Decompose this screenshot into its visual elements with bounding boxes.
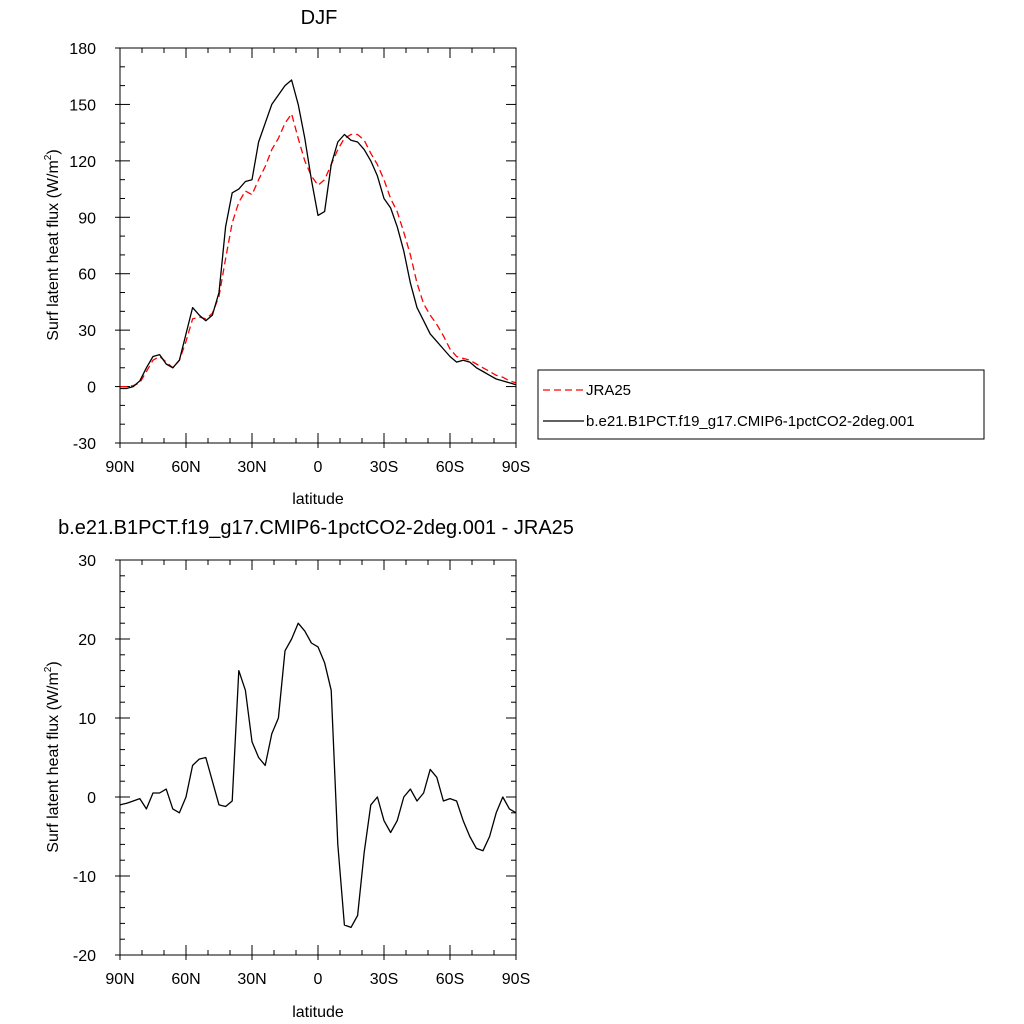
bottom-chart-y-tick-label: -10 xyxy=(73,869,96,886)
top-chart-y-tick-label: 180 xyxy=(69,41,96,58)
top-chart-y-tick-label: 150 xyxy=(69,97,96,114)
bottom-chart-x-tick-label: 30S xyxy=(370,971,398,988)
top-chart-ticks: 90N 60N 30N 0 30S 60S 90S -30 0 30 60 90 120 150 180 xyxy=(69,41,530,476)
bottom-chart-plot-area xyxy=(119,622,517,929)
top-chart-x-tick-label: 90S xyxy=(502,459,530,476)
top-chart-y-tick-label: 60 xyxy=(78,267,96,284)
top-chart-y-tick-label: 0 xyxy=(87,380,96,397)
top-chart-y-tick-label: -30 xyxy=(73,436,96,453)
bottom-chart-x-tick-label: 60N xyxy=(171,971,200,988)
bottom-chart-ticks: 90N 60N 30N 0 30S 60S 90S -20 -10 0 10 20 30 xyxy=(73,553,530,988)
top-chart-x-tick-label: 30S xyxy=(370,459,398,476)
bottom-chart-x-axis-label: latitude xyxy=(292,1004,344,1021)
top-chart-x-tick-label: 0 xyxy=(314,459,323,476)
bottom-chart-x-tick-label: 30N xyxy=(237,971,266,988)
bottom-chart-x-tick-label: 90N xyxy=(105,971,134,988)
top-chart-y-axis-label: Surf latent heat flux (W/m2) xyxy=(43,149,62,340)
top-chart-y-tick-label: 30 xyxy=(78,323,96,340)
bottom-chart-x-tick-label: 60S xyxy=(436,971,464,988)
top-chart-x-tick-label: 60N xyxy=(171,459,200,476)
top-chart-title: DJF xyxy=(301,7,338,29)
top-chart-series-model-line xyxy=(120,79,517,390)
top-chart-x-tick-label: 60S xyxy=(436,459,464,476)
bottom-chart: b.e21.B1PCT.f19_g17.CMIP6-1pctCO2-2deg.0… xyxy=(43,517,574,1021)
top-chart-x-axis-label: latitude xyxy=(292,491,344,508)
top-chart-series-jra25-line xyxy=(120,113,517,388)
bottom-chart-y-tick-label: -20 xyxy=(73,948,96,965)
bottom-chart-y-tick-label: 20 xyxy=(78,632,96,649)
legend-label-jra25: JRA25 xyxy=(586,382,631,399)
legend: JRA25 b.e21.B1PCT.f19_g17.CMIP6-1pctCO2-… xyxy=(537,369,985,440)
top-chart-y-tick-label: 120 xyxy=(69,154,96,171)
bottom-chart-frame xyxy=(119,559,517,956)
bottom-chart-x-tick-label: 0 xyxy=(314,971,323,988)
top-chart-x-tick-label: 90N xyxy=(105,459,134,476)
bottom-chart-x-tick-label: 90S xyxy=(502,971,530,988)
bottom-chart-y-tick-label: 30 xyxy=(78,553,96,570)
bottom-chart-y-tick-label: 0 xyxy=(87,790,96,807)
top-chart-y-tick-label: 90 xyxy=(78,210,96,227)
bottom-chart-y-tick-label: 10 xyxy=(78,711,96,728)
legend-label-model: b.e21.B1PCT.f19_g17.CMIP6-1pctCO2-2deg.0… xyxy=(586,413,915,430)
bottom-chart-title: b.e21.B1PCT.f19_g17.CMIP6-1pctCO2-2deg.0… xyxy=(58,517,574,539)
top-chart-x-tick-label: 30N xyxy=(237,459,266,476)
top-chart: DJF 90N 60N 30N 0 30S 60S 90S -30 0 30 60 90 120 150 1… xyxy=(43,7,985,508)
bottom-chart-y-axis-label: Surf latent heat flux (W/m2) xyxy=(43,661,62,852)
top-chart-frame xyxy=(119,47,517,444)
bottom-chart-difference-line xyxy=(119,622,517,929)
top-chart-plot-area xyxy=(120,79,517,390)
legend-box xyxy=(537,369,985,440)
